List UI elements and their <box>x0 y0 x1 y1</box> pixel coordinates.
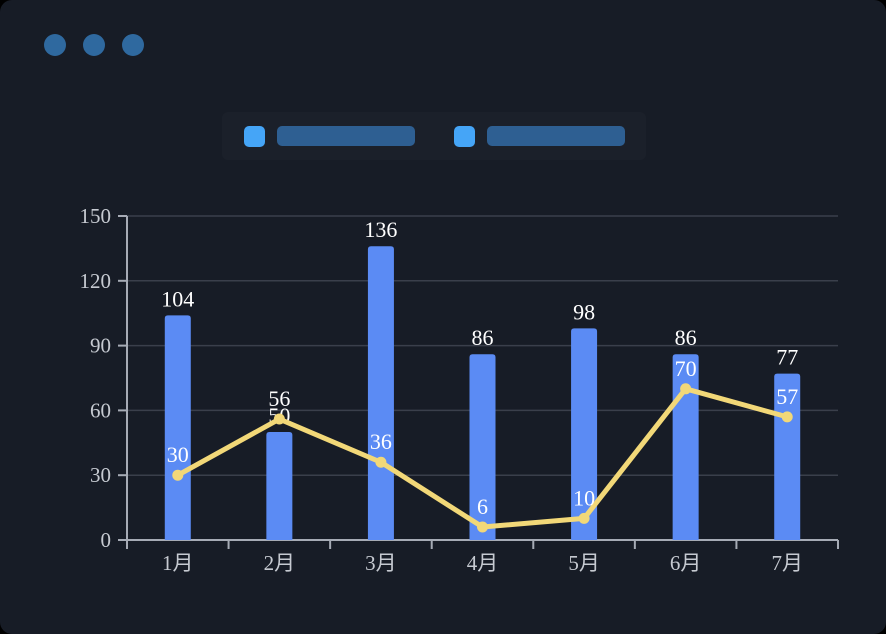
line-point-marker <box>172 469 184 481</box>
bar-value-label: 77 <box>776 345 798 370</box>
line-point-marker <box>781 411 793 423</box>
line-value-label: 56 <box>268 386 290 411</box>
line-value-label: 10 <box>573 485 595 510</box>
bar-value-label: 98 <box>573 299 595 324</box>
line-point-marker <box>477 521 488 533</box>
bar-value-label: 136 <box>364 217 397 242</box>
y-axis-tick-label: 150 <box>80 204 112 228</box>
bar <box>164 315 191 540</box>
x-axis-category-label: 1月 <box>162 551 194 575</box>
legend-marker-icon <box>243 125 265 147</box>
x-axis-category-label: 2月 <box>264 551 296 575</box>
line-value-label: 30 <box>167 442 189 467</box>
bar <box>571 328 598 540</box>
bar-value-label: 104 <box>161 286 194 311</box>
chart-legend <box>222 112 646 160</box>
y-axis-tick-label: 30 <box>90 463 111 487</box>
legend-marker-icon <box>453 125 475 147</box>
line-value-label: 36 <box>370 429 392 454</box>
line-point-marker <box>578 512 590 524</box>
y-axis-tick-label: 60 <box>90 398 111 422</box>
x-axis-category-label: 7月 <box>771 551 803 575</box>
line-value-label: 57 <box>776 384 798 409</box>
x-axis-category-label: 5月 <box>568 551 600 575</box>
x-axis-category-label: 4月 <box>467 551 499 575</box>
bar <box>672 354 699 540</box>
legend-label-redacted-bar <box>486 126 625 146</box>
legend-item-bar-series[interactable] <box>243 125 415 147</box>
line-value-label: 70 <box>675 356 697 381</box>
bar-value-label: 86 <box>472 325 494 350</box>
y-axis-tick-label: 90 <box>90 334 111 358</box>
legend-label-redacted-bar <box>276 126 415 146</box>
window-controls <box>44 34 144 56</box>
bar <box>367 246 394 541</box>
y-axis-tick-label: 120 <box>80 269 112 293</box>
window-dot-3[interactable] <box>122 34 144 56</box>
y-axis-tick-label: 0 <box>101 528 112 552</box>
bar <box>469 354 496 540</box>
legend-item-line-series[interactable] <box>453 125 625 147</box>
line-point-marker <box>680 383 692 395</box>
window-dot-2[interactable] <box>83 34 105 56</box>
bar <box>266 432 293 540</box>
line-point-marker <box>273 413 285 425</box>
line-point-marker <box>375 456 387 468</box>
window-dot-1[interactable] <box>44 34 66 56</box>
x-axis-category-label: 3月 <box>365 551 397 575</box>
line-value-label: 6 <box>477 494 488 519</box>
bar-value-label: 86 <box>675 325 697 350</box>
x-axis-category-label: 6月 <box>670 551 702 575</box>
